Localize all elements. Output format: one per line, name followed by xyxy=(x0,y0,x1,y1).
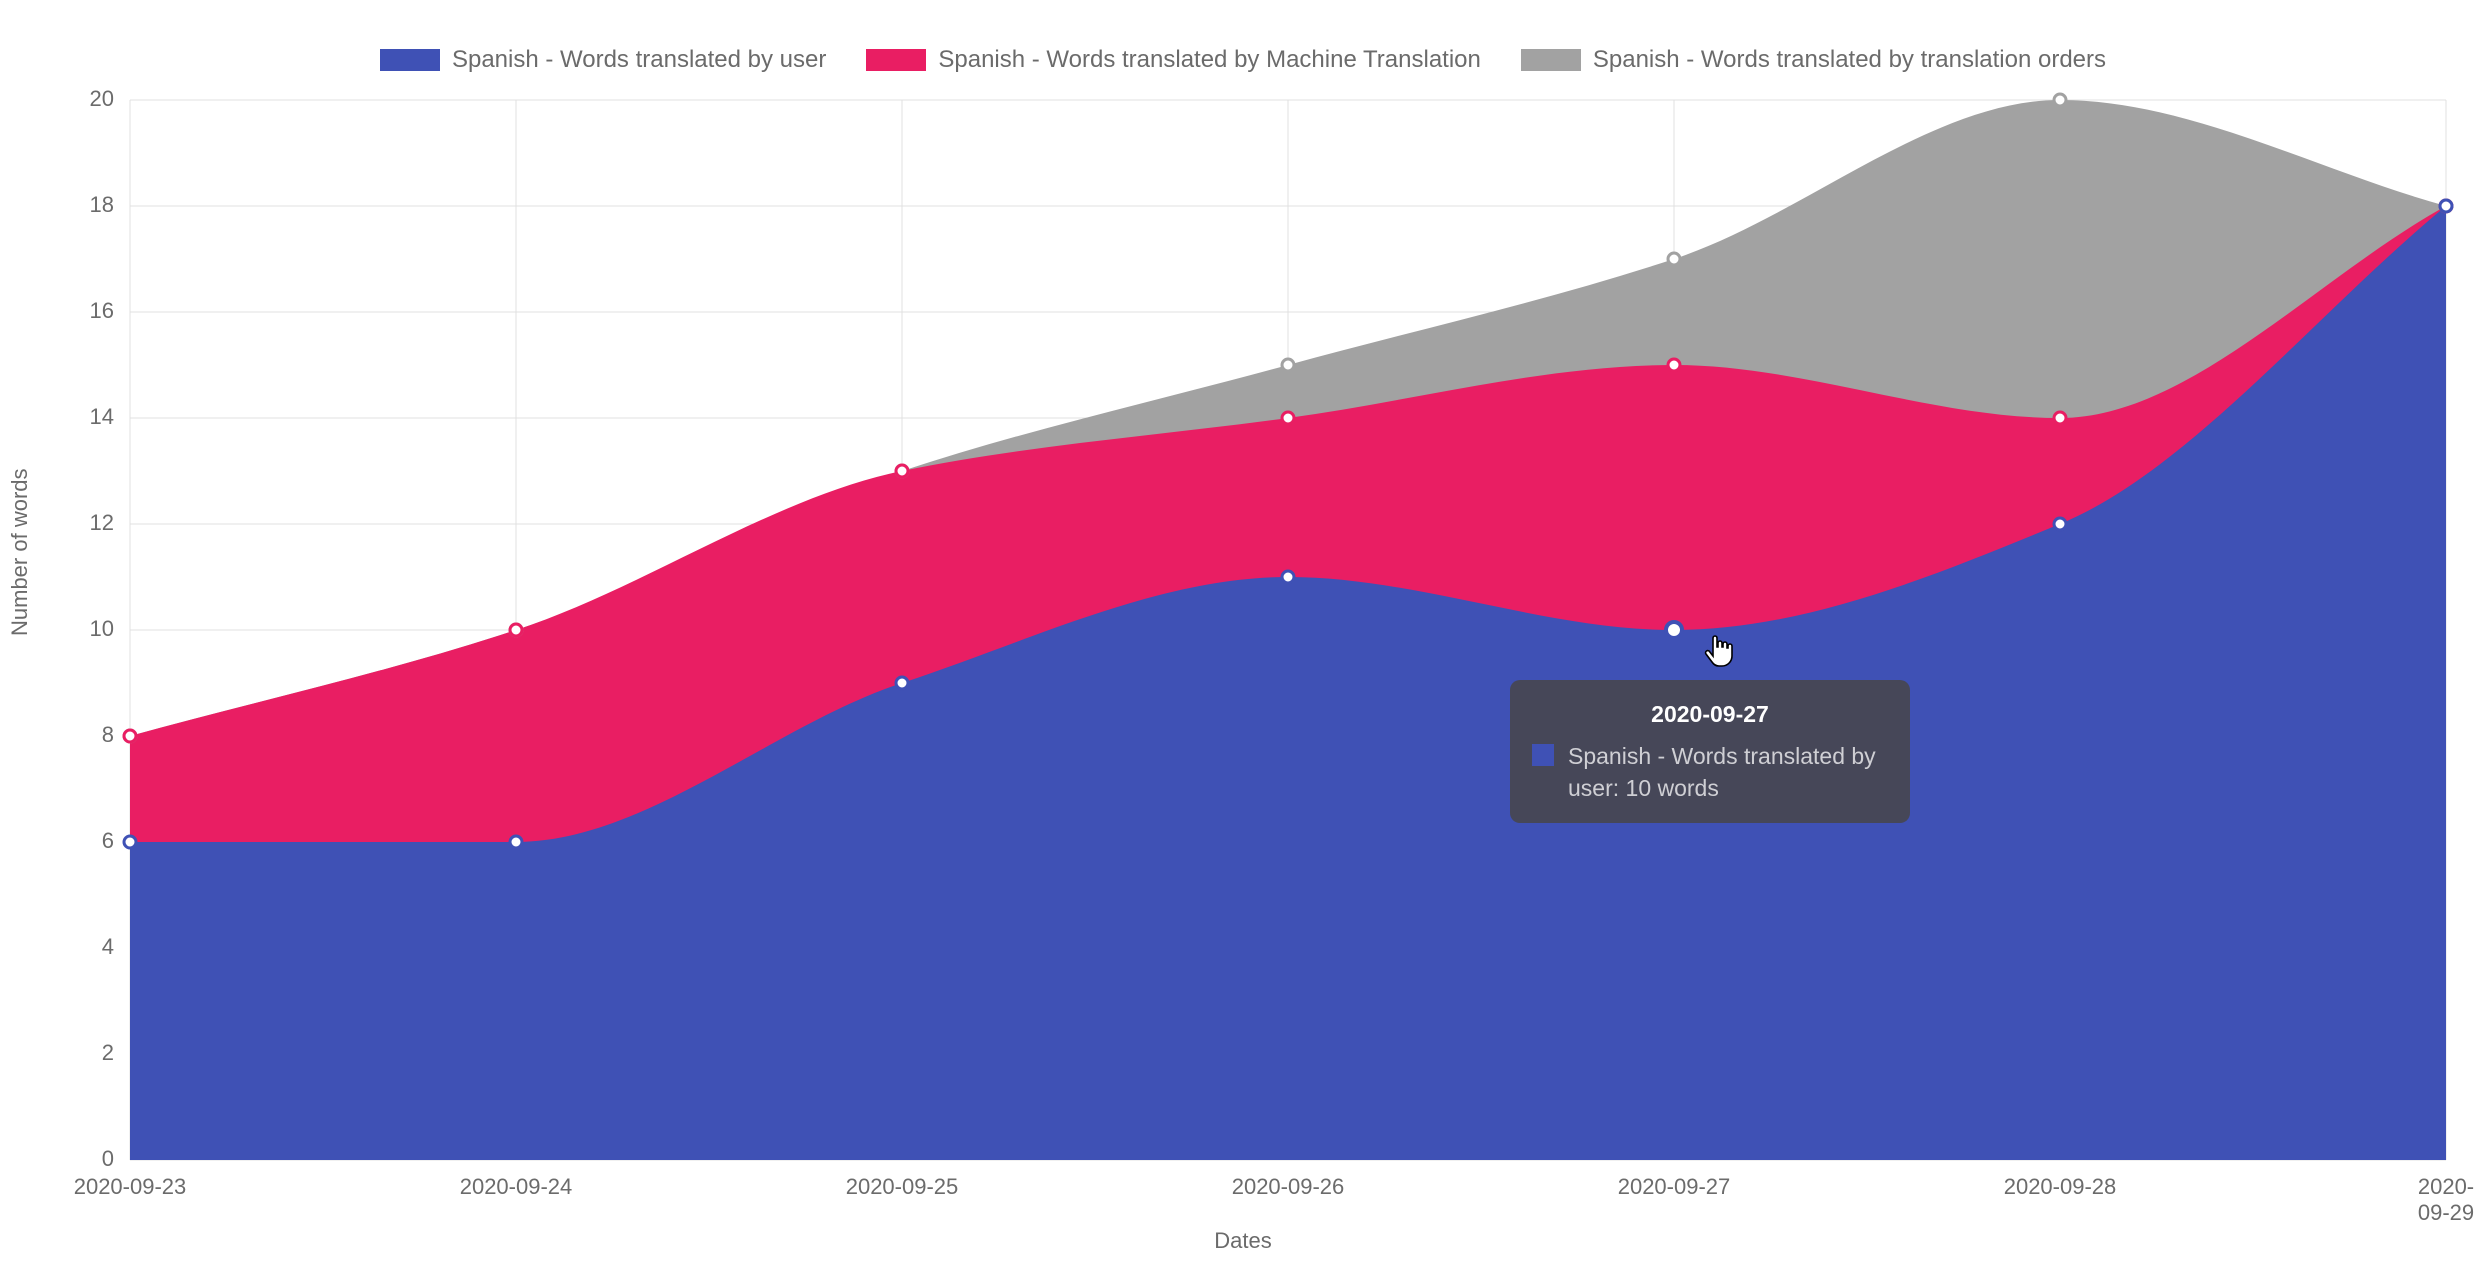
marker-user[interactable] xyxy=(124,836,136,848)
marker-orders[interactable] xyxy=(1668,253,1680,265)
x-tick-label: 2020-09-28 xyxy=(2004,1174,2117,1200)
y-tick-label: 6 xyxy=(60,828,114,854)
y-tick-label: 20 xyxy=(60,86,114,112)
x-tick-label: 2020-09-24 xyxy=(460,1174,573,1200)
x-tick-label: 2020-09-25 xyxy=(846,1174,959,1200)
y-tick-label: 10 xyxy=(60,616,114,642)
marker-orders[interactable] xyxy=(2054,94,2066,106)
y-tick-label: 8 xyxy=(60,722,114,748)
marker-user[interactable] xyxy=(2054,518,2066,530)
y-tick-label: 16 xyxy=(60,298,114,324)
marker-highlight xyxy=(1666,622,1682,638)
x-tick-label: 2020-09-23 xyxy=(74,1174,187,1200)
marker-mt[interactable] xyxy=(2054,412,2066,424)
x-tick-label: 2020-09-29 xyxy=(2418,1174,2474,1226)
y-tick-label: 12 xyxy=(60,510,114,536)
marker-user[interactable] xyxy=(896,677,908,689)
marker-mt[interactable] xyxy=(510,624,522,636)
marker-mt[interactable] xyxy=(124,730,136,742)
x-tick-label: 2020-09-27 xyxy=(1618,1174,1731,1200)
marker-user[interactable] xyxy=(2440,200,2452,212)
translation-words-chart: Spanish - Words translated by userSpanis… xyxy=(0,0,2486,1272)
marker-user[interactable] xyxy=(1282,571,1294,583)
marker-mt[interactable] xyxy=(896,465,908,477)
y-tick-label: 18 xyxy=(60,192,114,218)
marker-mt[interactable] xyxy=(1282,412,1294,424)
marker-user[interactable] xyxy=(510,836,522,848)
plot-area[interactable] xyxy=(0,0,2486,1272)
marker-mt[interactable] xyxy=(1668,359,1680,371)
marker-orders[interactable] xyxy=(1282,359,1294,371)
y-tick-label: 14 xyxy=(60,404,114,430)
y-tick-label: 0 xyxy=(60,1146,114,1172)
y-tick-label: 2 xyxy=(60,1040,114,1066)
y-tick-label: 4 xyxy=(60,934,114,960)
x-tick-label: 2020-09-26 xyxy=(1232,1174,1345,1200)
